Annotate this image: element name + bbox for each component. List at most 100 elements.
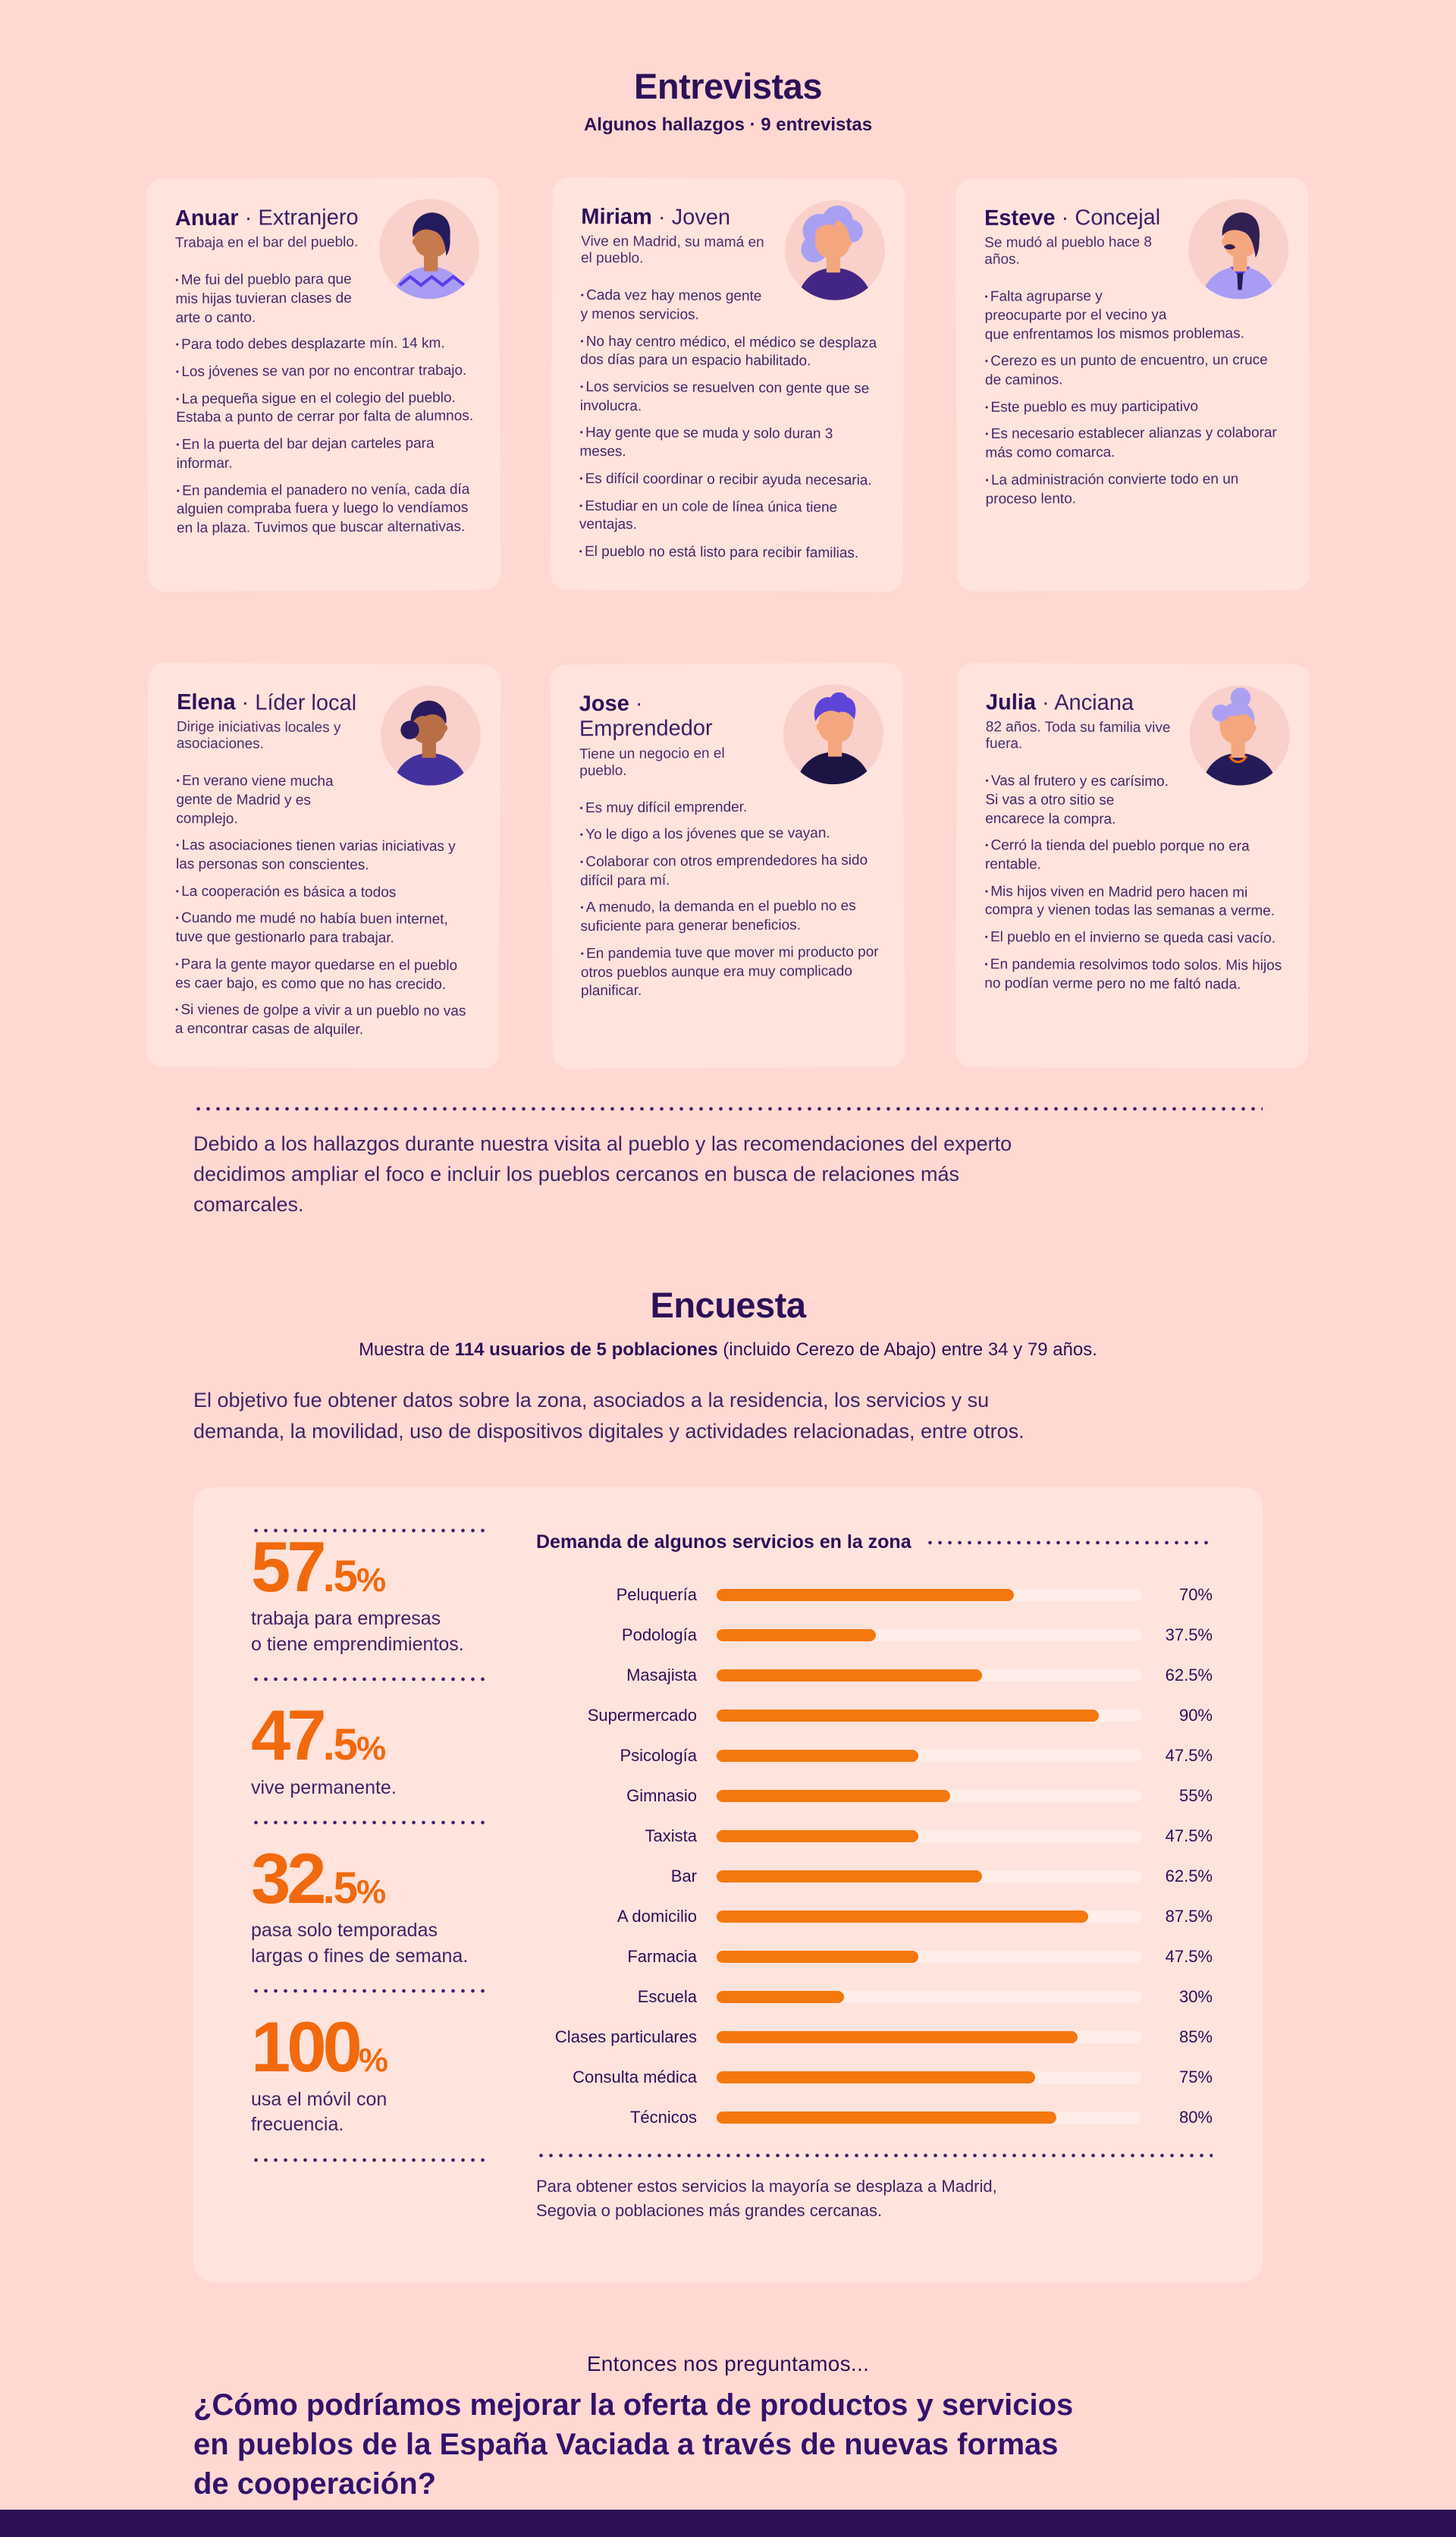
bar-fill [717, 1589, 1014, 1602]
bar-fill [717, 2031, 1078, 2044]
bar-track [717, 2031, 1141, 2044]
dotted-divider [251, 2157, 491, 2162]
quote-item: Para todo debes desplazarte mín. 14 km. [176, 334, 474, 355]
bar-track [717, 1710, 1141, 1722]
stat-block: 100% usa el móvil con frecuencia. [251, 2007, 491, 2137]
bar-value: 62.5% [1165, 1867, 1213, 1886]
quote-item: En la puerta del bar dejan carteles para… [176, 435, 475, 473]
quote-item: Cuando me mudé no había buen internet, t… [175, 909, 474, 948]
stat-block: 32.5% pasa solo temporadas largas o fine… [251, 1838, 491, 1969]
bar-fill [717, 1991, 844, 2004]
dotted-divider [193, 1107, 1263, 1112]
quote-item: Yo le digo a los jóvenes que se vayan. [580, 824, 878, 845]
quote-item: Es muy difícil emprender. [580, 797, 878, 818]
quote-item: En pandemia resolvimos todo solos. Mis h… [984, 956, 1283, 994]
stat-value: 100% [251, 2007, 388, 2087]
bar-value: 47.5% [1165, 1826, 1213, 1846]
bar-fill [717, 2112, 1056, 2124]
person-name: Anuar [174, 206, 239, 231]
quote-item: Estudiar en un cole de línea única tiene… [579, 497, 878, 536]
quote-item: Los jóvenes se van por no encontrar trab… [176, 362, 474, 382]
bar-track [717, 1790, 1141, 1803]
bar-track [717, 1669, 1141, 1682]
person-quotes: Es muy difícil emprender. Yo le digo a lo… [580, 797, 880, 1001]
bar-label: Peluquería [616, 1585, 697, 1605]
quote-item: La pequeña sigue en el colegio del puebl… [176, 389, 475, 428]
dotted-divider [251, 1528, 491, 1534]
bar-value: 87.5% [1165, 1907, 1213, 1926]
bar-track [717, 2071, 1141, 2084]
bar-label: Gimnasio [626, 1786, 697, 1806]
quote-item: Colaborar con otros emprendedores ha sid… [580, 851, 879, 890]
stat-label: usa el móvil con frecuencia. [251, 2088, 388, 2136]
section-title-encuesta: Encuesta [650, 1285, 806, 1326]
chart-header: Demanda de algunos servicios en la zona [536, 1531, 1213, 1553]
bar-value: 62.5% [1165, 1666, 1213, 1685]
bar-track [717, 1629, 1141, 1642]
quote-item: Cerró la tienda del pueblo porque no era… [985, 837, 1284, 875]
bar-label: Podología [621, 1625, 697, 1645]
quote-item: A menudo, la demanda en el pueblo no es … [581, 897, 880, 937]
person-quotes: Cada vez hay menos gente y menos servici… [579, 287, 880, 564]
bar-row: Peluquería 70% [536, 1585, 1213, 1605]
interview-card-esteve: Esteve · Concejal Se mudó al pueblo hace… [955, 177, 1310, 592]
research-question: ¿Cómo podríamos mejorar la oferta de pro… [193, 2388, 1074, 2501]
person-role: · Concejal [1061, 205, 1160, 231]
person-quotes: En verano viene mucha gente de Madrid y … [175, 772, 475, 1040]
bar-label: Consulta médica [573, 2068, 697, 2087]
dotted-divider [924, 1540, 1213, 1545]
dotted-divider [251, 1820, 491, 1826]
stats-column: 57.5% trabaja para empresas o tiene empr… [251, 1528, 491, 2240]
bar-row: Masajista 62.5% [536, 1666, 1213, 1685]
avatar-elena [381, 685, 482, 786]
bar-fill [717, 1951, 918, 1964]
bar-value: 70% [1178, 1585, 1213, 1605]
avatar-esteve [1188, 199, 1289, 300]
quote-item: El pueblo en el invierno se queda casi v… [984, 928, 1282, 948]
stat-label: trabaja para empresas o tiene emprendimi… [251, 1608, 464, 1655]
bar-label: A domicilio [617, 1907, 697, 1926]
bar-label: Escuela [637, 1987, 697, 2007]
bar-row: Bar 62.5% [536, 1867, 1213, 1886]
bar-track [717, 1870, 1141, 1883]
stat-value: 32.5% [251, 1838, 387, 1919]
chart-note: Para obtener estos servicios la mayoría … [536, 2177, 997, 2220]
infographic-page: Entrevistas Algunos hallazgos · 9 entrev… [146, 0, 1310, 2504]
stat-label: vive permanente. [251, 1776, 397, 1798]
chart-title: Demanda de algunos servicios en la zona [536, 1531, 912, 1553]
bar-value: 75% [1178, 2068, 1213, 2087]
bar-track [717, 1991, 1141, 2004]
person-name: Miriam [581, 204, 653, 230]
bar-value: 55% [1178, 1786, 1213, 1806]
dotted-divider [251, 1989, 491, 1994]
bar-track [717, 1911, 1141, 1923]
person-name: Julia [985, 689, 1036, 715]
quote-item: Los servicios se resuelven con gente que… [580, 378, 879, 418]
interview-card-julia: Julia · Anciana 82 años. Toda su familia… [955, 662, 1310, 1069]
person-role: · Joven [658, 205, 731, 231]
sample-bold: 114 usuarios de 5 poblaciones [454, 1339, 718, 1361]
bar-value: 80% [1178, 2108, 1213, 2127]
quote-item: Hay gente que se muda y solo duran 3 mes… [580, 424, 879, 463]
encuesta-sample: Muestra de 114 usuarios de 5 poblaciones… [359, 1339, 1097, 1361]
avatar-jose [783, 683, 884, 785]
interview-card-jose: Jose · Emprendedor Tiene un negocio en e… [550, 662, 906, 1069]
bar-track [717, 1589, 1141, 1602]
person-quotes: Vas al frutero y es carísimo. Si vas a o… [984, 772, 1284, 994]
bar-value: 37.5% [1165, 1625, 1213, 1645]
bar-label: Supermercado [587, 1706, 697, 1725]
bar-fill [717, 1629, 876, 1642]
quote-item: Mis hijos viven en Madrid pero hacen mi … [984, 883, 1283, 922]
bar-fill [717, 1870, 982, 1883]
quote-item: El pueblo no está listo para recibir fam… [579, 543, 877, 564]
person-name: Jose [579, 691, 630, 716]
stat-value: 57.5% [251, 1527, 387, 1607]
quote-item: No hay centro médico, el médico se despl… [580, 333, 879, 372]
bar-value: 47.5% [1165, 1947, 1213, 1967]
bar-track [717, 1750, 1141, 1763]
interview-cards-grid: Anuar · Extranjero Trabaja en el bar del… [146, 177, 1310, 1069]
quote-item: Si vienes de golpe a vivir a un pueblo n… [175, 1001, 474, 1040]
footer-bar [0, 2510, 1456, 2537]
quote-item: La cooperación es básica a todos [176, 882, 474, 903]
survey-panel: 57.5% trabaja para empresas o tiene empr… [193, 1487, 1263, 2282]
